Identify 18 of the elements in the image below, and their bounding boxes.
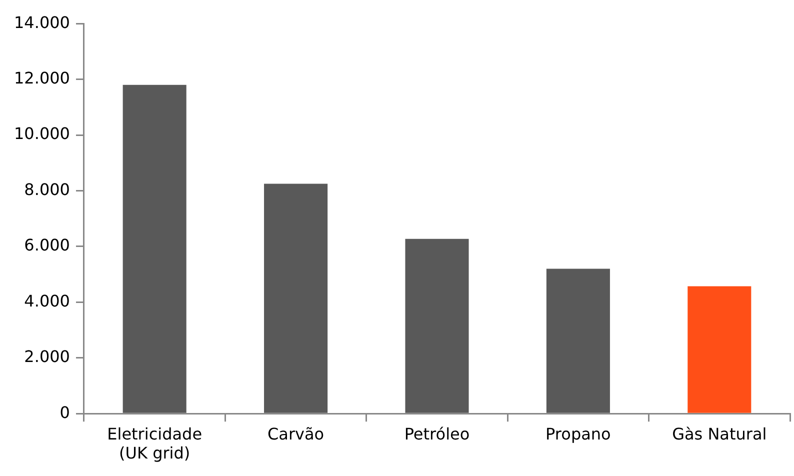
y-tick-label: 2.000 [24, 347, 70, 366]
x-tick-label: Eletricidade (UK grid) [107, 424, 202, 463]
bar [688, 286, 752, 413]
x-tick-label: Gàs Natural [672, 424, 767, 444]
x-tick-label: Petróleo [404, 424, 470, 444]
y-tick-label: 4.000 [24, 291, 70, 310]
y-tick-label: 12.000 [14, 68, 70, 88]
bar [264, 184, 328, 413]
bar [546, 268, 610, 413]
x-tick-label: Carvão [267, 424, 324, 444]
y-tick-label: 10.000 [14, 124, 70, 144]
x-tick-label: Propano [546, 424, 611, 444]
bar [122, 84, 186, 413]
y-tick-label: 0 [60, 402, 70, 422]
y-tick-label: 14.000 [14, 12, 70, 32]
y-tick-label: 8.000 [24, 180, 70, 199]
y-tick-label: 6.000 [24, 236, 70, 255]
bar [405, 238, 469, 413]
